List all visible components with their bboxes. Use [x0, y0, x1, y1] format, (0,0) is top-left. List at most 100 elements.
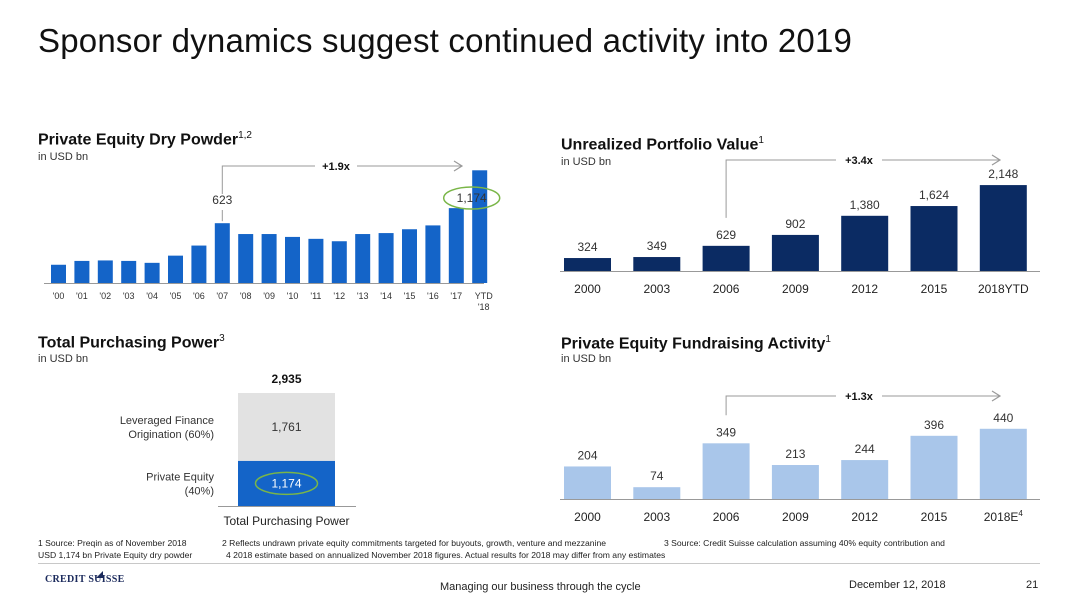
data-label: 440 — [993, 411, 1013, 425]
x-tick-label: '01 — [76, 291, 88, 301]
dry-powder-bar — [285, 236, 300, 283]
bar — [841, 460, 889, 499]
x-tick-label: Total Purchasing Power — [223, 514, 349, 528]
data-label: 1,380 — [850, 198, 880, 212]
arrow-head-icon — [991, 154, 1002, 166]
bar — [564, 466, 611, 499]
dry-powder-subtitle: in USD bn — [38, 151, 89, 163]
data-label: 213 — [785, 447, 805, 461]
x-tick-label: '14 — [380, 291, 392, 301]
dry-powder-bar — [402, 229, 417, 283]
arrow-head-icon — [453, 160, 464, 172]
x-tick-label: '09 — [263, 291, 275, 301]
x-tick-label: '07 — [216, 291, 228, 301]
footnote-3: 3 Source: Credit Suisse calculation assu… — [664, 538, 945, 548]
fundraising-subtitle: in USD bn — [561, 353, 612, 365]
x-tick-label: '00 — [53, 291, 65, 301]
x-tick-label: '10 — [287, 291, 299, 301]
dry-powder-bar — [51, 264, 66, 283]
data-label: 244 — [855, 442, 875, 456]
fundraising-chart: 204 74 349 213 244 396 440 2000 2003 2006 2009 2012… — [560, 388, 1040, 524]
dry-powder-bar — [425, 225, 441, 283]
segment-name: Leveraged Finance — [120, 415, 214, 427]
unrealized-value-subtitle: in USD bn — [561, 156, 612, 168]
x-tick-label: 2003 — [643, 510, 670, 524]
private-equity-segment — [238, 460, 335, 506]
bar — [702, 245, 750, 271]
dry-powder-bar — [331, 241, 347, 283]
purchasing-power-title: Total Purchasing Power3 — [38, 333, 225, 352]
x-tick-label: 2009 — [782, 510, 809, 524]
dry-powder-bar — [214, 223, 230, 283]
annotation-bg — [836, 152, 882, 168]
bar — [979, 428, 1027, 499]
data-label: 74 — [650, 469, 664, 483]
x-tick-label: '18 — [478, 302, 490, 312]
dry-powder-title: Private Equity Dry Powder1,2 — [38, 130, 252, 149]
footer-date: December 12, 2018 — [849, 579, 946, 591]
dry-powder-bar — [378, 233, 394, 283]
x-tick-label: '11 — [310, 291, 321, 301]
annotation-bg — [836, 388, 882, 404]
bar — [771, 465, 819, 499]
growth-arrow — [725, 159, 1000, 218]
bar — [633, 487, 681, 499]
dry-powder-bar — [472, 170, 488, 283]
unrealized-value-chart: 324 349 629 902 1,380 1,624 2,148 2000 2003 2006 2… — [560, 152, 1040, 296]
highlight-ellipse — [442, 186, 501, 210]
x-tick-label: '13 — [357, 291, 369, 301]
segment-label: 1,174 — [271, 476, 301, 490]
dry-powder-bar — [355, 234, 371, 283]
unrealized-value-title: Unrealized Portfolio Value1 — [561, 135, 764, 154]
bar — [910, 435, 958, 499]
footnote-1b: USD 1,174 bn Private Equity dry powder — [38, 550, 193, 560]
segment-name: (40%) — [185, 485, 214, 497]
tick-superscript: 4 — [1018, 509, 1023, 518]
bar — [979, 185, 1027, 271]
dry-powder-bar — [168, 255, 183, 283]
data-label: 204 — [577, 448, 597, 462]
x-tick-label: 2006 — [713, 510, 740, 524]
x-tick-label: '06 — [193, 291, 205, 301]
leveraged-finance-segment — [238, 393, 335, 461]
growth-annotation: +3.4x — [845, 155, 874, 167]
dry-powder-bar — [261, 234, 277, 283]
purchasing-power-subtitle: in USD bn — [38, 353, 89, 365]
dry-powder-chart: '00 '01 '02 '03 '04 '05 '06 '07 '08 '09 '10 '11 '12 '… — [44, 160, 501, 312]
growth-annotation: +1.3x — [845, 391, 874, 403]
x-tick-label: '15 — [404, 291, 416, 301]
x-tick-label: 2018YTD — [978, 282, 1029, 296]
growth-annotation: +1.9x — [322, 161, 351, 173]
data-label: 349 — [716, 425, 736, 439]
data-label: 629 — [716, 228, 736, 242]
dry-powder-bar — [144, 262, 160, 283]
page-number: 21 — [1026, 579, 1039, 591]
x-tick-label: YTD — [475, 291, 494, 301]
data-label: 349 — [647, 239, 667, 253]
dry-powder-bar — [121, 260, 137, 283]
purchasing-power-chart: 1,174 Private Equity (40%) 1,761 Leveraged F… — [120, 372, 356, 528]
data-label: 1,624 — [919, 188, 949, 202]
x-tick-label: 2015 — [921, 282, 948, 296]
data-label: 396 — [924, 418, 944, 432]
bar — [564, 258, 611, 271]
bar — [910, 206, 958, 271]
credit-suisse-logo: CREDIT SUISSE — [38, 571, 125, 585]
growth-arrow — [725, 395, 1000, 416]
data-label: 2,148 — [988, 167, 1018, 181]
footnote-2: 2 Reflects undrawn private equity commit… — [222, 538, 607, 548]
segment-label: 1,761 — [271, 420, 301, 434]
dry-powder-bar — [74, 260, 90, 283]
dry-powder-bar — [448, 208, 464, 283]
x-tick-label: 2006 — [713, 282, 740, 296]
bar — [771, 234, 819, 271]
x-tick-label: 2000 — [574, 510, 601, 524]
total-label: 2,935 — [271, 372, 301, 386]
footnote-4: 4 2018 estimate based on annualized Nove… — [226, 550, 666, 560]
page-title: Sponsor dynamics suggest continued activ… — [38, 22, 853, 59]
x-tick-label: '02 — [99, 291, 111, 301]
bar — [633, 257, 681, 271]
x-tick-label: 2018E4 — [984, 509, 1024, 524]
x-tick-label: '17 — [450, 291, 462, 301]
x-tick-label: '05 — [170, 291, 182, 301]
